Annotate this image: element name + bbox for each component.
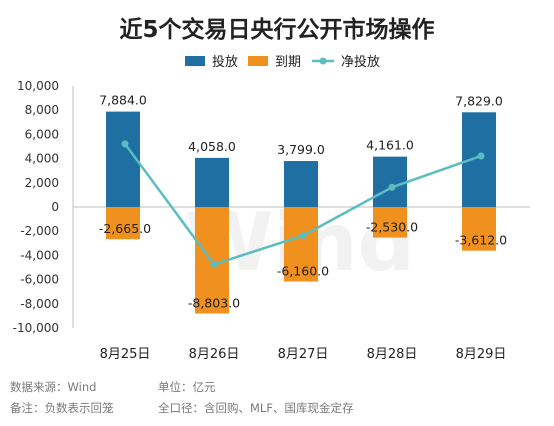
- data-label: -2,665.0: [99, 221, 151, 236]
- net-injection-point: [210, 260, 218, 268]
- y-tick-label: -8,000: [20, 297, 59, 311]
- net-line: [121, 140, 485, 268]
- y-tick-label: 0: [51, 200, 59, 214]
- footer-unit: 单位：亿元: [158, 380, 216, 394]
- y-tick-label: 2,000: [25, 176, 59, 190]
- legend-line-marker: [319, 57, 327, 65]
- bar-injection: [106, 111, 140, 207]
- y-tick-label: -10,000: [13, 321, 59, 335]
- legend-swatch: [248, 56, 268, 66]
- data-label: 7,884.0: [99, 93, 147, 108]
- footer-scope: 全口径：含回购、MLF、国库现金定存: [158, 401, 354, 415]
- bar-injection: [373, 156, 407, 207]
- bar-maturity: [373, 207, 407, 238]
- data-label: 4,161.0: [366, 138, 414, 153]
- y-tick-label: 4,000: [25, 152, 59, 166]
- chart-title: 近5个交易日央行公开市场操作: [119, 16, 434, 43]
- bar-maturity: [284, 207, 318, 282]
- net-injection-point: [388, 183, 396, 191]
- data-label: -6,160.0: [277, 264, 329, 279]
- legend-swatch: [185, 56, 205, 66]
- bar-maturity: [462, 207, 496, 251]
- legend-label: 净投放: [341, 54, 380, 70]
- data-label: -2,530.0: [366, 220, 418, 235]
- footer-note: 备注：负数表示回笼: [10, 401, 114, 415]
- data-label: 3,799.0: [277, 142, 325, 157]
- bar-injection: [284, 161, 318, 207]
- x-axis: 8月25日 8月26日 8月27日 8月28日 8月29日: [100, 347, 507, 362]
- net-injection-point: [477, 152, 485, 160]
- footer-source: 数据来源：Wind: [10, 380, 97, 394]
- y-axis: 10,000 8,000 6,000 4,000 2,000 0 -2,000 -4,000 -…: [13, 79, 530, 335]
- y-tick-label: -2,000: [20, 224, 59, 238]
- bars: [106, 111, 496, 314]
- x-tick-label: 8月25日: [100, 347, 151, 362]
- net-injection-point: [121, 140, 129, 148]
- legend: 投放 到期 净投放: [185, 54, 380, 70]
- legend-label: 到期: [275, 55, 301, 70]
- x-tick-label: 8月26日: [189, 347, 240, 362]
- legend-label: 投放: [212, 54, 238, 70]
- data-label: 4,058.0: [188, 139, 236, 154]
- data-label: 7,829.0: [455, 93, 503, 108]
- bar-injection: [195, 157, 229, 207]
- y-tick-label: 10,000: [17, 79, 59, 93]
- data-label: -3,612.0: [455, 233, 507, 248]
- x-tick-label: 8月29日: [456, 347, 507, 362]
- y-tick-label: 6,000: [25, 127, 59, 141]
- data-labels: 7,884.0 4,058.0 3,799.0 4,161.0 7,829.0 -2,66…: [99, 93, 507, 311]
- x-tick-label: 8月28日: [367, 347, 418, 362]
- x-tick-label: 8月27日: [278, 347, 329, 362]
- net-injection-point: [299, 232, 307, 240]
- y-tick-label: -4,000: [20, 248, 59, 262]
- y-tick-label: 8,000: [25, 103, 59, 117]
- y-tick-label: -6,000: [20, 273, 59, 287]
- data-label: -8,803.0: [188, 296, 240, 311]
- bar-maturity: [106, 207, 140, 240]
